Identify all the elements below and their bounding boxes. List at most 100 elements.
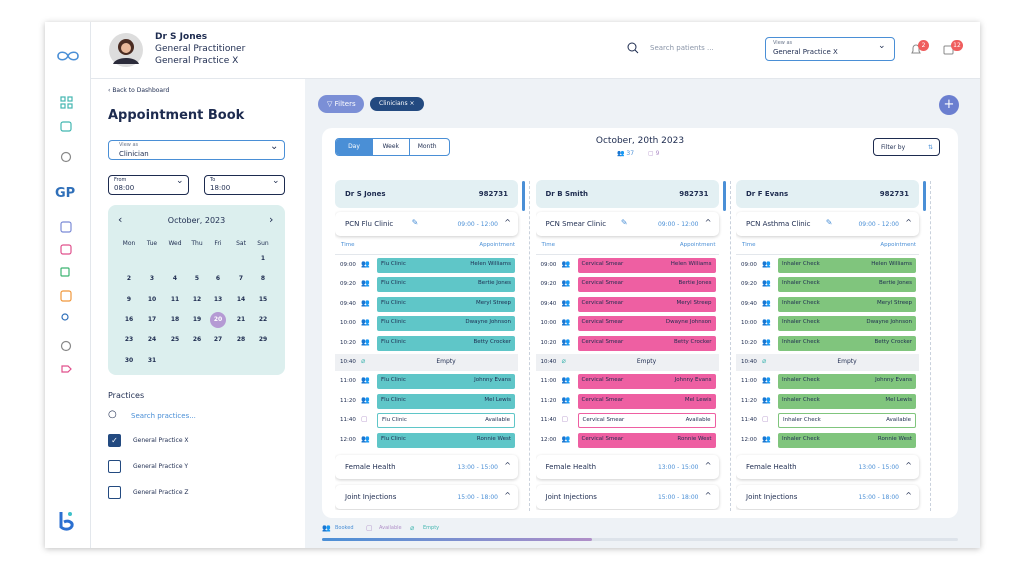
slot-row[interactable]: 09:40 👥 Cervical Smear Meryl Streep [536,296,719,313]
calendar-day[interactable]: 10 [147,295,157,303]
appointment-patient: Bertie Jones [678,280,712,287]
slot-row[interactable]: 12:00 👥 Flu Clinic Ronnie West [335,432,518,449]
slot-row[interactable]: 10:40 ⌀ Empty [736,354,919,371]
slot-row[interactable]: 09:00 👥 Flu Clinic Helen Williams [335,257,518,274]
calendar-day[interactable]: 14 [236,295,246,303]
slot-row[interactable]: 11:20 👥 Flu Clinic Mel Lewis [335,393,518,410]
slot-row[interactable]: 10:00 👥 Cervical Smear Dwayne Johnson [536,315,719,332]
calendar-day[interactable]: 6 [215,275,221,283]
patient-search[interactable]: Search patients ... [650,44,714,52]
clinician-header: Dr B Smith 982731 [535,180,719,208]
calendar-day[interactable]: 17 [147,315,157,323]
calendar-day[interactable]: 29 [258,336,268,344]
view-tab[interactable]: Month [408,139,445,155]
slot-row[interactable]: 09:20 👥 Inhaler Check Bertie Jones [736,276,919,293]
calendar-day[interactable]: 21 [236,315,246,323]
slot-row[interactable]: 11:40 ▢ Cervical Smear Available [536,412,719,429]
slot-row[interactable]: 12:00 👥 Cervical Smear Ronnie West [536,432,719,449]
session-card[interactable]: PCN Flu Clinic ✎ 09:00 - 12:00 ^ [335,212,518,236]
session-card[interactable]: Female Health 13:00 - 15:00 ^ [535,455,719,479]
session-card[interactable]: PCN Smear Clinic ✎ 09:00 - 12:00 ^ [535,212,719,236]
calendar-day[interactable]: 12 [192,295,202,303]
practice-name[interactable]: General Practice X [133,437,189,444]
calendar-day[interactable]: 26 [192,336,202,344]
slot-row[interactable]: 11:00 👥 Cervical Smear Johnny Evans [536,373,719,390]
slot-status-icon: 👥 [561,298,571,307]
calendar-day[interactable]: 19 [192,315,202,323]
session-card[interactable]: Female Health 13:00 - 15:00 ^ [736,455,919,479]
calendar-day[interactable]: 8 [260,275,266,283]
edit-icon: ✎ [825,218,833,227]
slot-status-icon: 👥 [561,279,571,288]
slot-row[interactable]: 11:20 👥 Cervical Smear Mel Lewis [536,393,719,410]
slot-row[interactable]: 10:00 👥 Inhaler Check Dwayne Johnson [736,315,919,332]
add-button[interactable]: + [939,95,959,115]
slot-row[interactable]: 10:40 ⌀ Empty [535,354,719,371]
calendar-day[interactable]: 9 [126,295,132,303]
checkbox[interactable] [108,460,121,473]
calendar-day[interactable]: 22 [258,315,268,323]
calendar-day[interactable]: 3 [149,275,155,283]
clinician-chip[interactable]: Clinicians × [370,97,424,111]
practice-name[interactable]: General Practice Y [133,463,189,470]
view-tab[interactable]: Day [336,139,372,155]
calendar-day[interactable]: 28 [236,336,246,344]
calendar-day[interactable]: 11 [170,295,180,303]
checkbox[interactable] [108,486,121,499]
calendar-day[interactable]: 5 [194,275,200,283]
next-month[interactable]: › [269,213,274,226]
slot-row[interactable]: 10:20 👥 Flu Clinic Betty Crocker [335,335,518,352]
slot-row[interactable]: 11:00 👥 Flu Clinic Johnny Evans [335,373,518,390]
view-select[interactable] [108,140,285,160]
view-tab[interactable]: Week [372,139,408,155]
calendar-day[interactable]: 4 [172,275,178,283]
session-card[interactable]: PCN Asthma Clinic ✎ 09:00 - 12:00 ^ [736,212,919,236]
prev-month[interactable]: ‹ [118,213,123,226]
slot-row[interactable]: 11:00 👥 Inhaler Check Johnny Evans [736,373,919,390]
calendar-day[interactable]: 7 [238,275,244,283]
session-card[interactable]: Female Health 13:00 - 15:00 ^ [335,455,518,479]
to-select[interactable] [204,175,285,195]
from-select[interactable] [108,175,189,195]
back-link[interactable]: ‹ Back to Dashboard [108,87,170,94]
calendar-day[interactable]: 18 [170,315,180,323]
calendar-day[interactable]: 16 [124,315,134,323]
calendar-day[interactable]: 31 [147,356,157,364]
slot-row[interactable]: 10:40 ⌀ Empty [335,354,518,371]
slot-row[interactable]: 11:40 ▢ Inhaler Check Available [736,412,919,429]
appointment-patient: Meryl Streep [476,299,511,306]
practice-name[interactable]: General Practice Z [133,489,189,496]
filters-button[interactable]: ▽ Filters [318,95,364,113]
slot-row[interactable]: 09:20 👥 Cervical Smear Bertie Jones [536,276,719,293]
slot-row[interactable]: 09:40 👥 Inhaler Check Meryl Streep [736,296,919,313]
practice-select[interactable] [765,37,895,61]
calendar-day[interactable]: 25 [170,336,180,344]
slot-row[interactable]: 09:20 👥 Flu Clinic Bertie Jones [335,276,518,293]
calendar-day[interactable]: 30 [124,356,134,364]
practice-search[interactable]: Search practices... [131,412,196,420]
slot-time: 11:40 [741,417,757,424]
calendar-day[interactable]: 2 [126,275,132,283]
slot-row[interactable]: 11:40 ▢ Flu Clinic Available [335,412,518,429]
appointment-service: Flu Clinic [381,280,406,287]
filter-by[interactable]: Filter by ⇅ [873,138,940,156]
checkbox[interactable]: ✓ [108,434,121,447]
slot-row[interactable]: 10:20 👥 Cervical Smear Betty Crocker [536,335,719,352]
slot-row[interactable]: 11:20 👥 Inhaler Check Mel Lewis [736,393,919,410]
selected-day[interactable]: 20 [210,311,226,328]
slot-row[interactable]: 10:20 👥 Inhaler Check Betty Crocker [736,335,919,352]
session-card[interactable]: Joint Injections 15:00 - 18:00 ^ [335,485,518,509]
slot-row[interactable]: 09:40 👥 Flu Clinic Meryl Streep [335,296,518,313]
slot-row[interactable]: 10:00 👥 Flu Clinic Dwayne Johnson [335,315,518,332]
slot-row[interactable]: 09:00 👥 Inhaler Check Helen Williams [736,257,919,274]
session-card[interactable]: Joint Injections 15:00 - 18:00 ^ [535,485,719,509]
calendar-day[interactable]: 23 [124,336,134,344]
calendar-day[interactable]: 24 [147,336,157,344]
calendar-day[interactable]: 27 [213,336,223,344]
slot-row[interactable]: 09:00 👥 Cervical Smear Helen Williams [536,257,719,274]
slot-row[interactable]: 12:00 👥 Inhaler Check Ronnie West [736,432,919,449]
session-card[interactable]: Joint Injections 15:00 - 18:00 ^ [736,485,919,509]
calendar-day[interactable]: 1 [260,255,266,262]
calendar-day[interactable]: 15 [258,295,268,303]
calendar-day[interactable]: 13 [213,295,223,303]
